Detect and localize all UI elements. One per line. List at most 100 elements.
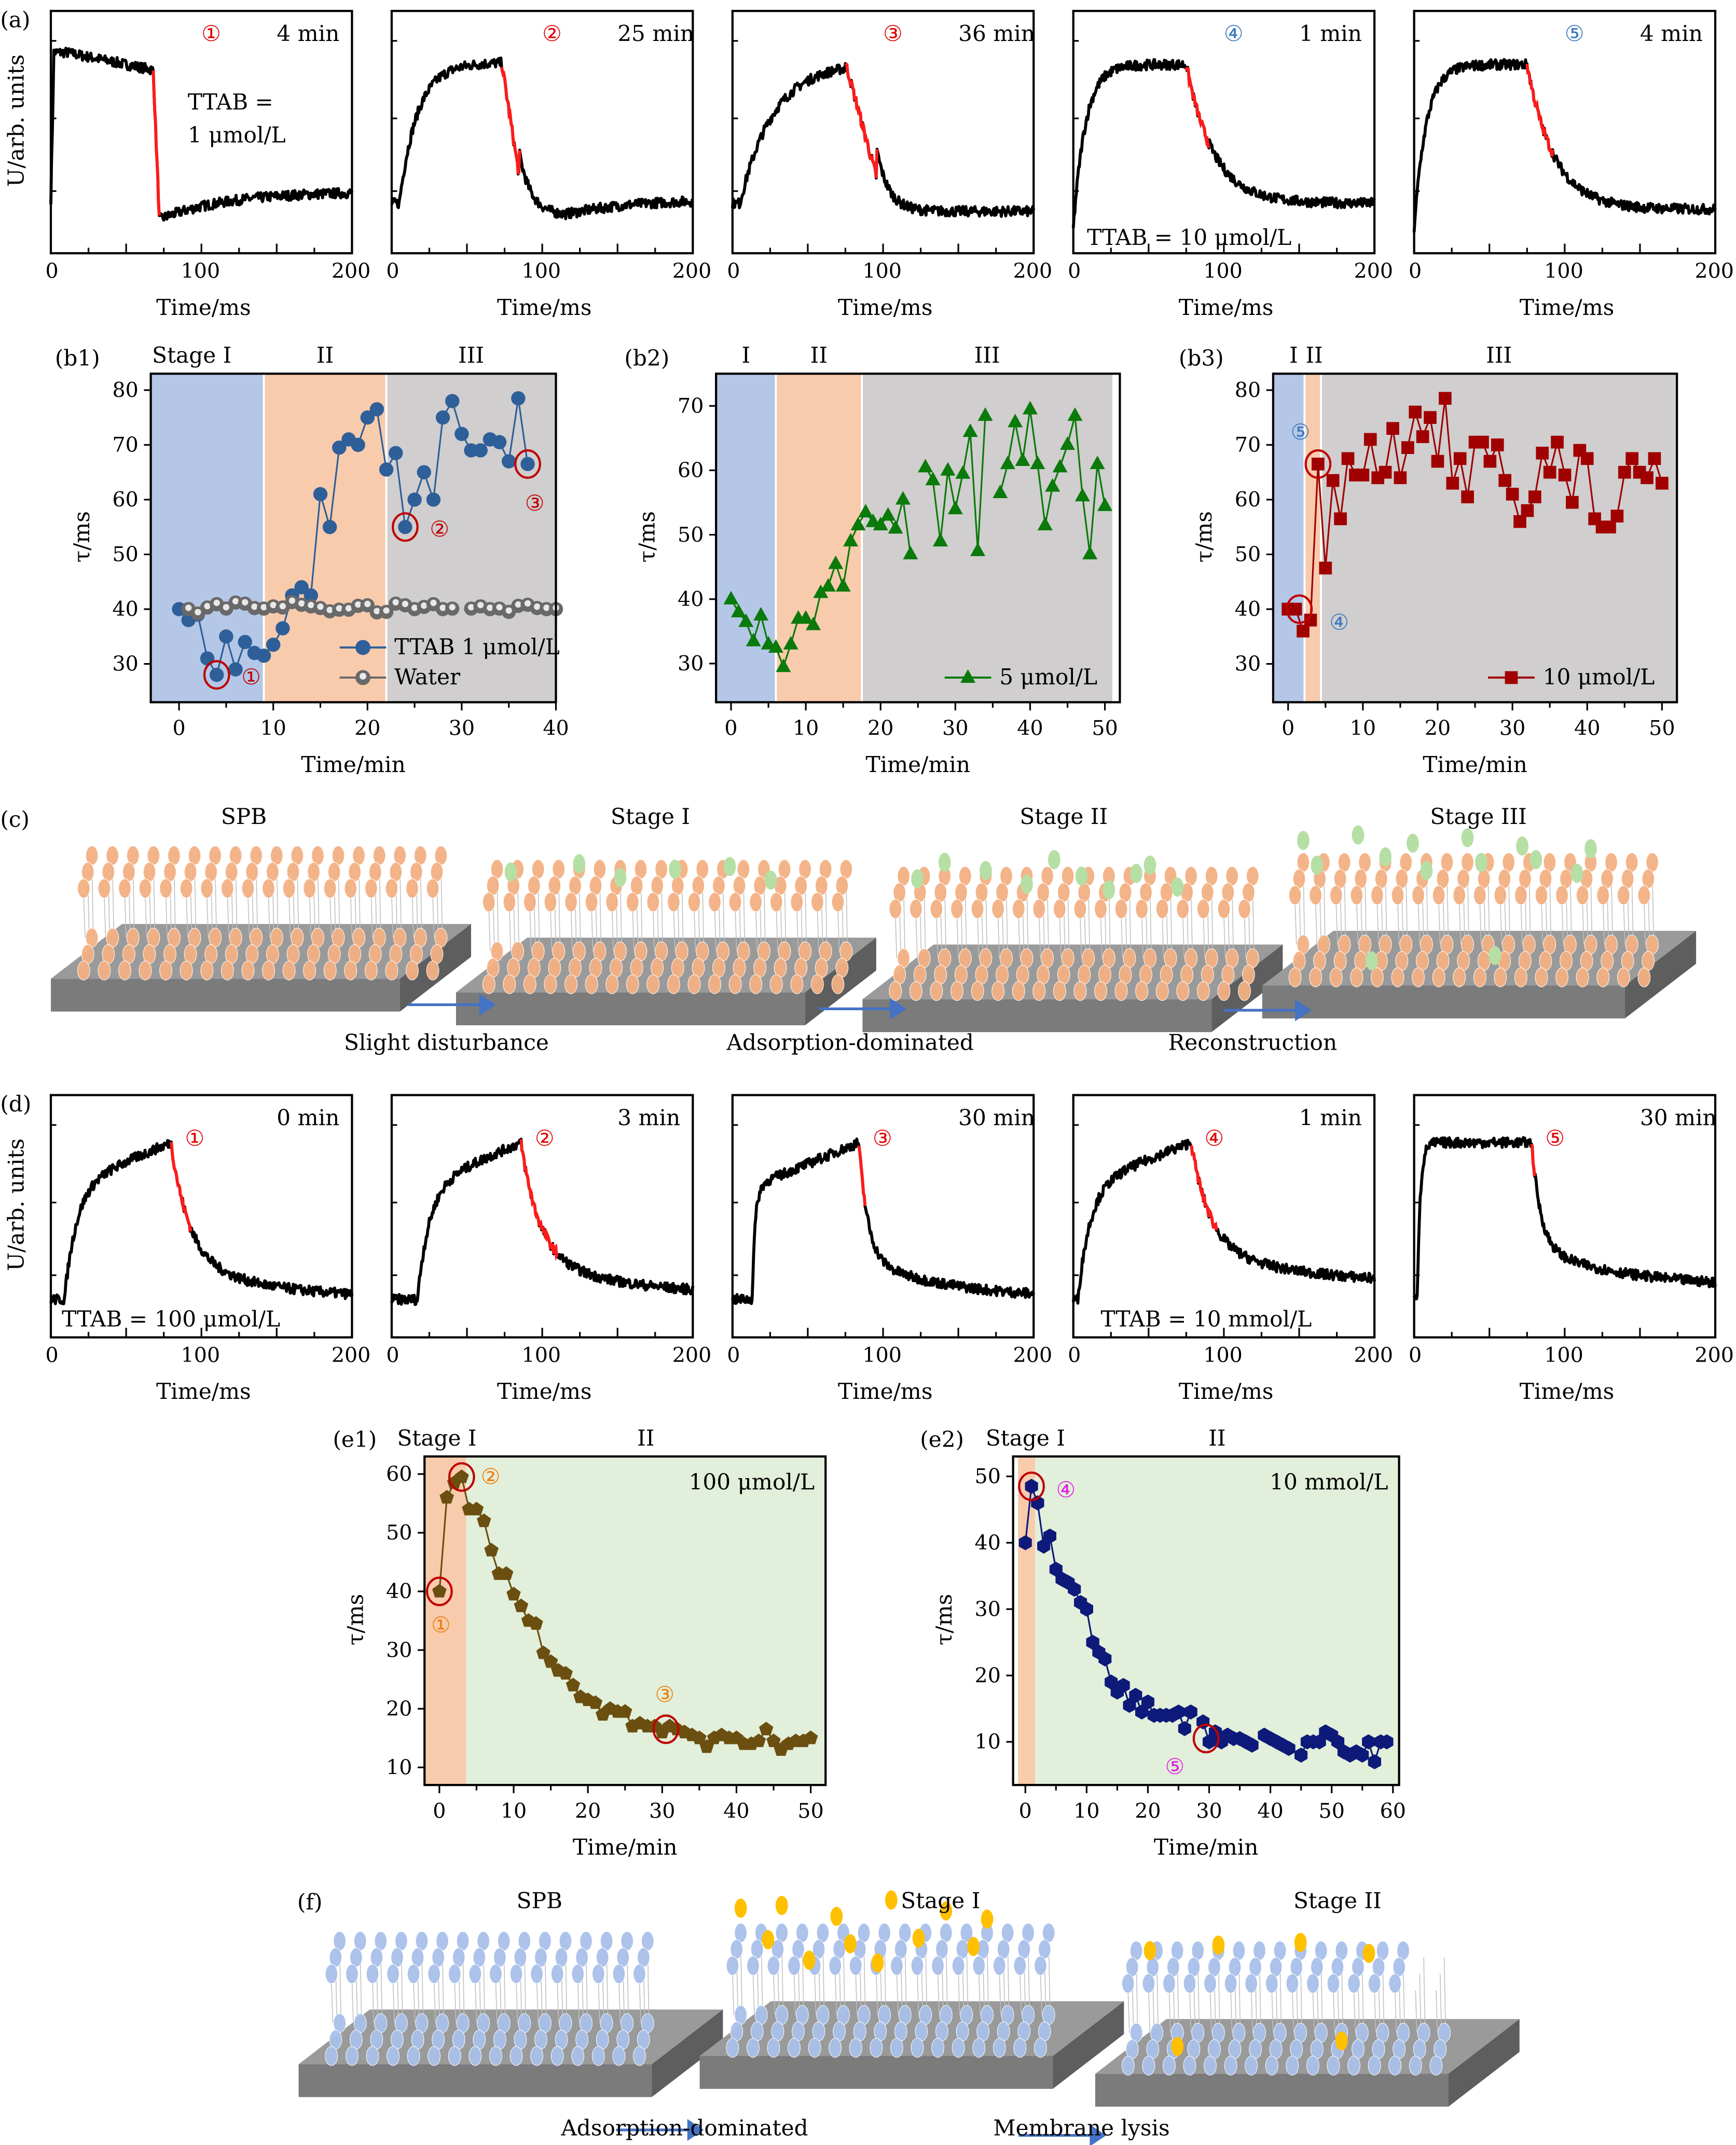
data-point [1603, 520, 1616, 534]
data-point [543, 1654, 558, 1668]
data-point [1297, 624, 1310, 638]
surfactant-head [504, 862, 517, 882]
lipid-tail [1271, 1990, 1274, 2033]
lipid-head [769, 892, 783, 912]
data-point [753, 607, 769, 621]
data-point [843, 533, 859, 547]
lipid-head [1176, 981, 1190, 1001]
y-tick-label: 70 [1235, 433, 1261, 457]
data-point [1025, 1479, 1038, 1494]
data-point [1513, 515, 1526, 528]
x-tick-label: 40 [1574, 717, 1600, 740]
data-point [1641, 471, 1654, 485]
x-tick-label: 40 [723, 1799, 749, 1823]
lipid-tail [1162, 915, 1164, 958]
lipid-tail [392, 1981, 395, 2024]
data-point-highlight [326, 607, 333, 613]
data-point [895, 491, 911, 505]
fit-region-trace [519, 1139, 559, 1261]
surfactant-head [1352, 825, 1365, 845]
lipid-head [1453, 967, 1466, 987]
data-point [511, 391, 526, 406]
y-tick-label: 20 [386, 1697, 412, 1721]
plot-frame [390, 9, 694, 255]
surfactant-head [1516, 836, 1528, 856]
x-tick-label: 30 [1499, 717, 1525, 740]
data-point [1379, 465, 1392, 479]
lipid-tail [1333, 1990, 1335, 2033]
lipid-head [523, 974, 536, 994]
lipid-head [626, 974, 639, 994]
data-point-highlight [317, 603, 324, 610]
lipid-head [1238, 981, 1251, 1001]
data-point [435, 410, 450, 425]
highlight-circle [426, 1576, 453, 1606]
data-point [200, 651, 215, 666]
lipid-head [1032, 981, 1046, 1001]
lipid-head [1637, 967, 1651, 987]
point-marker-label: ③ [655, 1682, 674, 1707]
chart-e1: Stage I II ① ② ③ 10 20 30 40 50 60 0 10 20 30 40 50 Time/… [343, 1425, 827, 1860]
lipid-head [489, 2046, 502, 2066]
data-point [903, 545, 918, 559]
data-point [1203, 1734, 1216, 1750]
panel-label-d: (d) [0, 1091, 31, 1117]
surfactant-head [1585, 839, 1597, 859]
lipid-head [544, 974, 557, 994]
chart-e2: Stage I II ④ ⑤ 10 20 30 40 50 0 10 20 30 40 50 60 Time/m… [931, 1425, 1406, 1860]
lipid-head [1183, 2055, 1196, 2075]
sample-marker: ② [542, 21, 562, 46]
lipid-head [1073, 899, 1087, 919]
lipid-head [749, 892, 763, 912]
plot-frame [1012, 1455, 1400, 1786]
lipid-head [909, 981, 922, 1001]
lipid-head [1053, 899, 1066, 919]
lipid-head [808, 2038, 821, 2058]
arrow-head [687, 2119, 704, 2141]
data-point [499, 1566, 514, 1580]
lipid-head [1013, 1956, 1027, 1976]
lipid-head [1265, 2055, 1278, 2075]
lipid-head [667, 974, 680, 994]
time-label: 0 min [277, 1105, 339, 1131]
data-point-highlight [392, 599, 399, 606]
surfactant-head [844, 1934, 857, 1954]
signal-trace [1071, 1138, 1376, 1305]
surfactant-head [1143, 1941, 1156, 1960]
lipid-head [1409, 2055, 1422, 2075]
plot-frame [1072, 9, 1376, 255]
data-point [210, 667, 224, 682]
lipid-head [1637, 885, 1651, 905]
lipid-head [503, 974, 516, 994]
lipid-head [550, 1964, 564, 1984]
data-point [1386, 422, 1399, 435]
trace-plot: 0 100 200 Time/ms 1 min ④ TTAB = 10 μmol/L [1068, 9, 1393, 320]
x-tick-label: 0 [1409, 1343, 1422, 1367]
lipid-head [726, 2038, 739, 2058]
surfactant-head [1362, 1944, 1375, 1963]
surfactant-head [1294, 1933, 1307, 1952]
data-point [1018, 1535, 1032, 1550]
lipid-tail [876, 1972, 878, 2015]
lipid-head [262, 960, 275, 981]
lipid-head [346, 1964, 359, 1984]
lipid-tail [1582, 902, 1585, 945]
highlight-circle [1018, 1472, 1045, 1502]
stage-region [1304, 374, 1321, 703]
lipid-head [503, 892, 516, 912]
x-tick-label: 100 [1203, 259, 1243, 283]
trace-plot: 0 100 200 Time/ms 3 min ② [386, 1094, 711, 1404]
lipid-tail [1230, 1990, 1233, 2033]
data-point [529, 1616, 543, 1630]
x-tick-label: 200 [672, 259, 712, 283]
stage-region [1273, 374, 1305, 703]
lipid-head [1432, 967, 1445, 987]
data-point-highlight [477, 601, 484, 609]
fit-region-trace [1525, 63, 1554, 157]
data-point [1245, 1737, 1259, 1753]
data-point [977, 407, 993, 421]
lipid-tail [999, 1972, 1001, 2015]
data-point [1536, 446, 1549, 460]
data-point [379, 462, 394, 477]
lipid-head [1135, 981, 1149, 1001]
